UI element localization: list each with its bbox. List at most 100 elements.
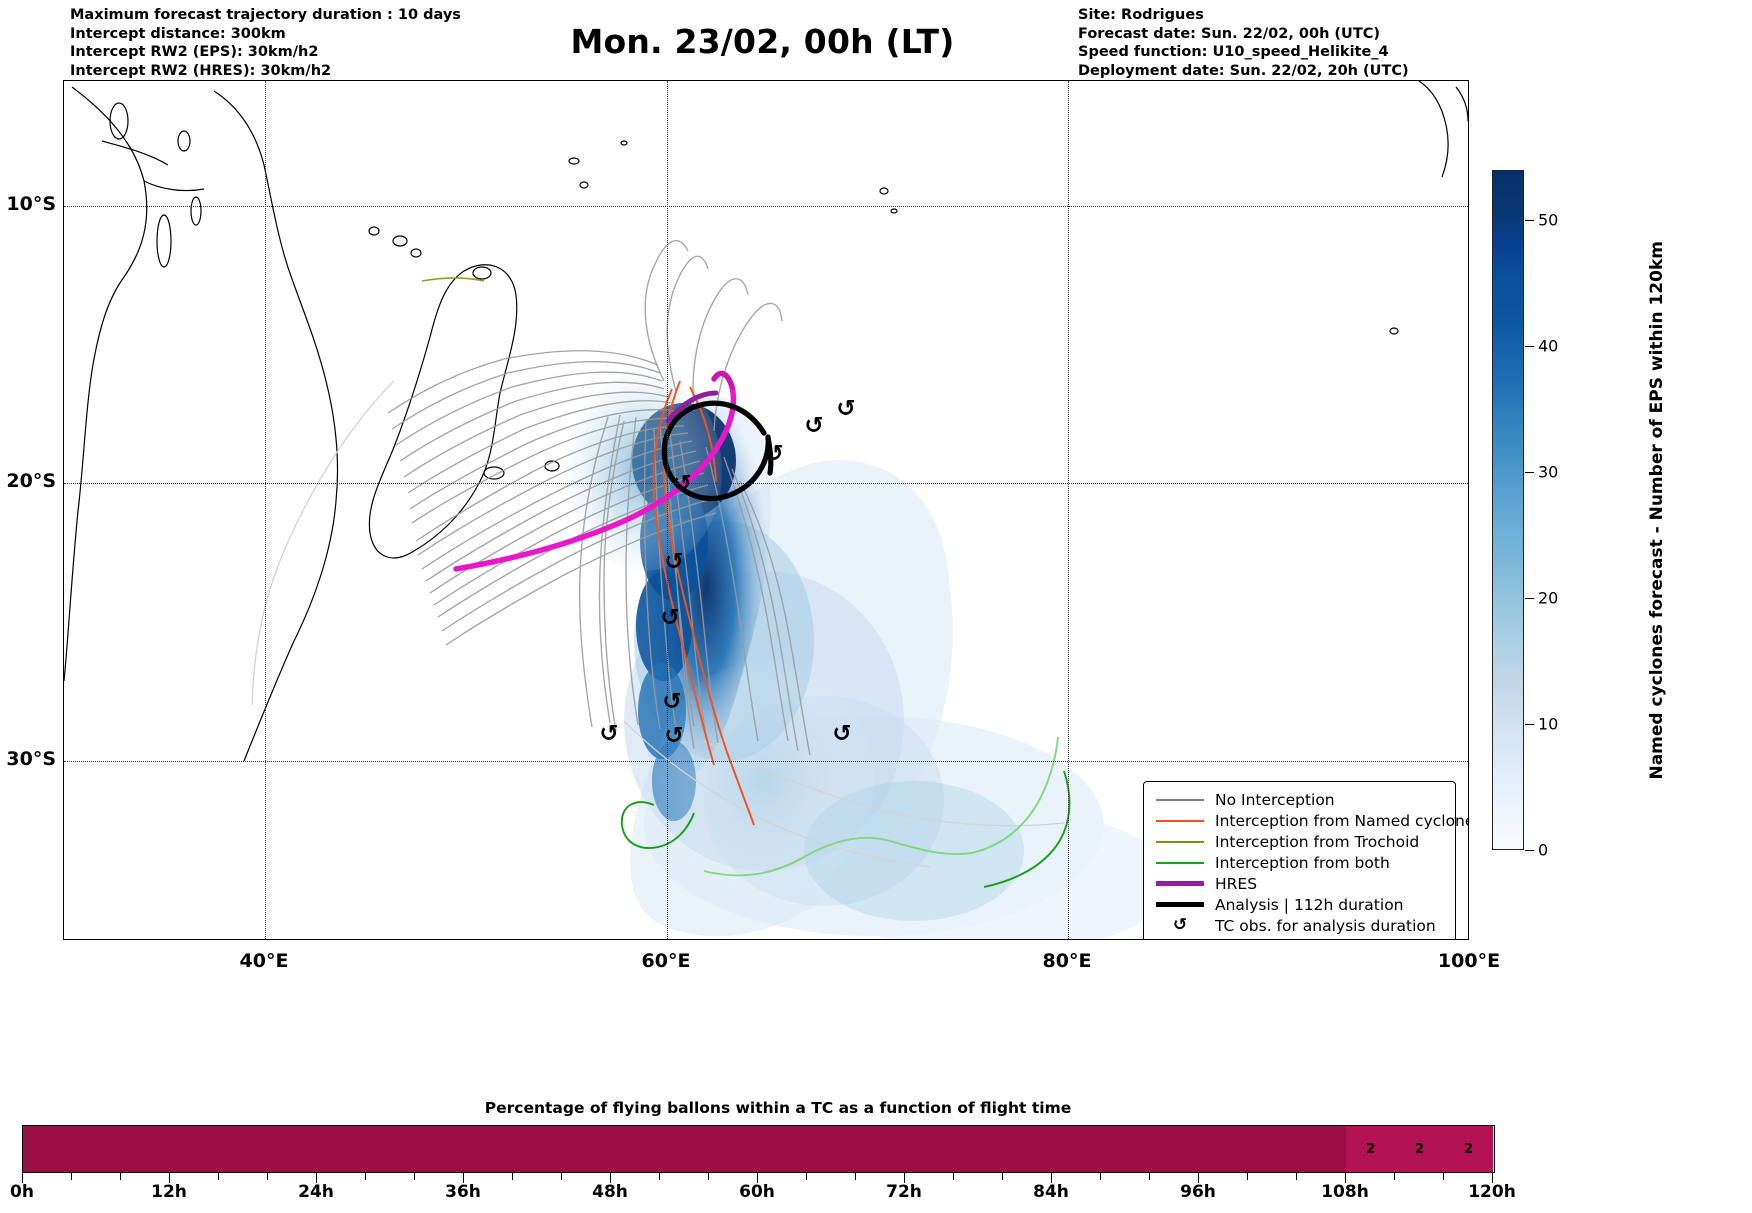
bar-segment-60h[interactable] <box>758 1126 807 1172</box>
bar-axis-tick-72h <box>904 1173 905 1183</box>
bar-axis-tick-92h <box>1149 1173 1150 1180</box>
svg-text:↺: ↺ <box>664 723 683 749</box>
bar-axis-tick-100h <box>1247 1173 1248 1180</box>
colorbar-tick-30 <box>1525 472 1534 474</box>
bar-x-label-96h: 96h <box>1180 1182 1216 1202</box>
bar-segment-8h[interactable] <box>121 1126 170 1172</box>
legend-row-hres[interactable]: HRES <box>1150 873 1447 894</box>
bar-axis-tick-60h <box>757 1173 758 1183</box>
header-left-line-1: Intercept distance: 300km <box>70 25 286 42</box>
header-right-line-0: Site: Rodrigues <box>1078 7 1204 23</box>
header-right-line-3: Deployment date: Sun. 22/02, 20h (UTC) <box>1078 62 1409 79</box>
bar-segment-24h[interactable] <box>317 1126 366 1172</box>
bar-x-label-0h: 0h <box>10 1182 34 1202</box>
colorbar[interactable]: 0 10 20 30 40 50 <box>1492 170 1558 860</box>
bar-segment-64h[interactable] <box>807 1126 856 1172</box>
legend-label-named-cyclone: Interception from Named cyclone <box>1215 811 1469 830</box>
svg-text:↺: ↺ <box>660 605 679 631</box>
header-right-line-2: Speed function: U10_speed_Helikite_4 <box>1078 44 1389 61</box>
bar-segment-36h[interactable] <box>464 1126 513 1172</box>
bar-x-label-24h: 24h <box>298 1182 334 1202</box>
lon-tick-2: 80°E <box>1042 950 1092 972</box>
colorbar-tick-0 <box>1525 850 1534 851</box>
svg-text:↺: ↺ <box>764 441 783 467</box>
bar-segment-100h[interactable] <box>1248 1126 1297 1172</box>
bar-axis-tick-80h <box>1002 1173 1003 1180</box>
legend-label-tc-obs: TC obs. for analysis duration <box>1215 916 1436 935</box>
cyclone-icon: ↺ <box>1172 915 1188 935</box>
bar-segment-40h[interactable] <box>513 1126 562 1172</box>
bar-segment-52h[interactable] <box>660 1126 709 1172</box>
bar-segment-80h[interactable] <box>1003 1126 1052 1172</box>
colorbar-tick-label-20: 20 <box>1538 588 1559 608</box>
legend-label-trochoid: Interception from Trochoid <box>1215 832 1420 851</box>
bar-x-label-108h: 108h <box>1321 1182 1369 1202</box>
legend-label-no-interception: No Interception <box>1215 790 1335 809</box>
colorbar-tick-label-40: 40 <box>1538 336 1559 356</box>
bar-axis-tick-44h <box>561 1173 562 1180</box>
bar-x-label-48h: 48h <box>592 1182 628 1202</box>
bar-axis-tick-0h <box>22 1173 23 1183</box>
bar-x-label-12h: 12h <box>151 1182 187 1202</box>
bar-axis-tick-4h <box>71 1173 72 1180</box>
colorbar-gradient <box>1492 170 1524 850</box>
legend-label-hres: HRES <box>1215 874 1258 893</box>
bar-segment-76h[interactable] <box>954 1126 1003 1172</box>
legend-row-analysis[interactable]: Analysis | 112h duration <box>1150 894 1447 915</box>
bar-segment-84h[interactable] <box>1052 1126 1101 1172</box>
bar-segment-56h[interactable] <box>709 1126 758 1172</box>
bar-segment-12h[interactable] <box>170 1126 219 1172</box>
bar-segment-48h[interactable] <box>611 1126 660 1172</box>
legend-swatch-no-interception <box>1156 798 1204 801</box>
bar-segment-16h[interactable] <box>219 1126 268 1172</box>
bar-axis-tick-96h <box>1198 1173 1199 1183</box>
bar-axis-tick-28h <box>365 1173 366 1180</box>
lon-tick-1: 60°E <box>641 950 691 972</box>
bar-segment-20h[interactable] <box>268 1126 317 1172</box>
svg-text:↺: ↺ <box>664 549 683 575</box>
svg-text:↺: ↺ <box>804 413 823 439</box>
legend-row-no-interception[interactable]: No Interception <box>1150 789 1447 810</box>
bar-axis-tick-116h <box>1443 1173 1444 1180</box>
bar-segment-44h[interactable] <box>562 1126 611 1172</box>
svg-text:↺: ↺ <box>662 689 681 715</box>
bar-x-label-60h: 60h <box>739 1182 775 1202</box>
svg-text:↺: ↺ <box>599 721 618 747</box>
page-title: Mon. 23/02, 00h (LT) <box>570 22 955 61</box>
bar-axis-tick-40h <box>512 1173 513 1180</box>
bar-segment-72h[interactable] <box>905 1126 954 1172</box>
bar-segment-92h[interactable] <box>1150 1126 1199 1172</box>
bar-x-label-120h: 120h <box>1468 1182 1516 1202</box>
map-latitude-labels: 10°S 20°S 30°S <box>0 80 60 940</box>
bar-segment-32h[interactable] <box>415 1126 464 1172</box>
bar-segment-88h[interactable] <box>1101 1126 1150 1172</box>
bar-segment-28h[interactable] <box>366 1126 415 1172</box>
bar-segment-68h[interactable] <box>856 1126 905 1172</box>
map-legend[interactable]: No Interception Interception from Named … <box>1143 781 1468 939</box>
map-longitude-labels: 40°E 60°E 80°E 100°E <box>63 950 1501 980</box>
legend-row-named-cyclone[interactable]: Interception from Named cyclone <box>1150 810 1468 831</box>
bar-segment-96h[interactable] <box>1199 1126 1248 1172</box>
map-panel[interactable]: ↺ ↺ ↺ ↺ ↺ ↺ ↺ ↺ ↺ ↺ No <box>63 80 1469 940</box>
colorbar-tick-50 <box>1525 220 1534 222</box>
legend-row-both[interactable]: Interception from both <box>1150 852 1447 873</box>
bar-segment-0h[interactable] <box>23 1126 72 1172</box>
legend-row-trochoid[interactable]: Interception from Trochoid <box>1150 831 1447 852</box>
bar-segment-4h[interactable] <box>72 1126 121 1172</box>
bar-axis-tick-8h <box>120 1173 121 1180</box>
colorbar-title: Named cyclones forecast - Number of EPS … <box>1640 170 1674 850</box>
bar-x-label-72h: 72h <box>886 1182 922 1202</box>
colorbar-title-text: Named cyclones forecast - Number of EPS … <box>1647 240 1667 780</box>
legend-swatch-analysis <box>1156 902 1204 907</box>
bar-segment-108h[interactable]: 2 <box>1346 1126 1395 1172</box>
legend-row-tc-obs[interactable]: ↺ TC obs. for analysis duration <box>1150 915 1447 936</box>
bar-axis-tick-68h <box>855 1173 856 1180</box>
bar-chart-title: Percentage of flying ballons within a TC… <box>484 1099 1072 1117</box>
bar-segment-116h[interactable]: 2 <box>1444 1126 1493 1172</box>
colorbar-tick-label-10: 10 <box>1538 714 1559 734</box>
svg-text:↺: ↺ <box>672 471 691 497</box>
bar-segment-112h[interactable]: 2 <box>1395 1126 1444 1172</box>
bar-axis-tick-52h <box>659 1173 660 1180</box>
bar-segment-104h[interactable] <box>1297 1126 1346 1172</box>
